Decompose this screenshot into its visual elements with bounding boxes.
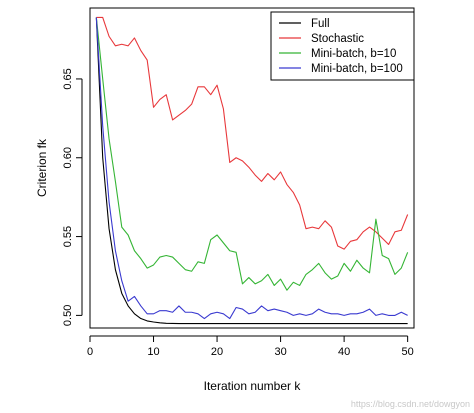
- x-axis-title: Iteration number k: [204, 379, 302, 393]
- series-line-stochastic: [96, 16, 409, 250]
- legend-label: Mini-batch, b=10: [311, 48, 396, 60]
- x-tick-label: 20: [211, 346, 223, 358]
- x-tick-label: 30: [274, 346, 286, 358]
- legend: Full Stochastic Mini-batch, b=10 Mini-batch…: [270, 11, 415, 81]
- x-tick-label: 0: [87, 346, 93, 358]
- x-tick-label: 40: [338, 346, 350, 358]
- series-line-mini-batch-b-10: [95, 17, 409, 291]
- series-line-full: [95, 17, 408, 325]
- y-tick-label: 0.55: [62, 226, 74, 247]
- y-tick-label: 0.60: [62, 147, 74, 168]
- series-line-mini-batch-b-100: [95, 17, 408, 320]
- plot-frame: [89, 7, 415, 329]
- legend-label: Stochastic: [311, 33, 364, 45]
- x-tick-label: 10: [147, 346, 159, 358]
- y-axis-title: Criterion fk: [35, 138, 49, 197]
- legend-label: Mini-batch, b=100: [311, 63, 403, 75]
- series-lines-group: [95, 16, 409, 325]
- y-tick-label: 0.65: [62, 68, 74, 89]
- x-tick-label: 50: [402, 346, 414, 358]
- watermark-text: https://blog.csdn.net/dowgyon: [351, 399, 470, 409]
- legend-label: Full: [311, 18, 330, 30]
- y-tick-label: 0.50: [62, 305, 74, 326]
- axes-group: 0 10 20 30 40 50 0.50 0.55 0.60 0.65: [62, 68, 414, 358]
